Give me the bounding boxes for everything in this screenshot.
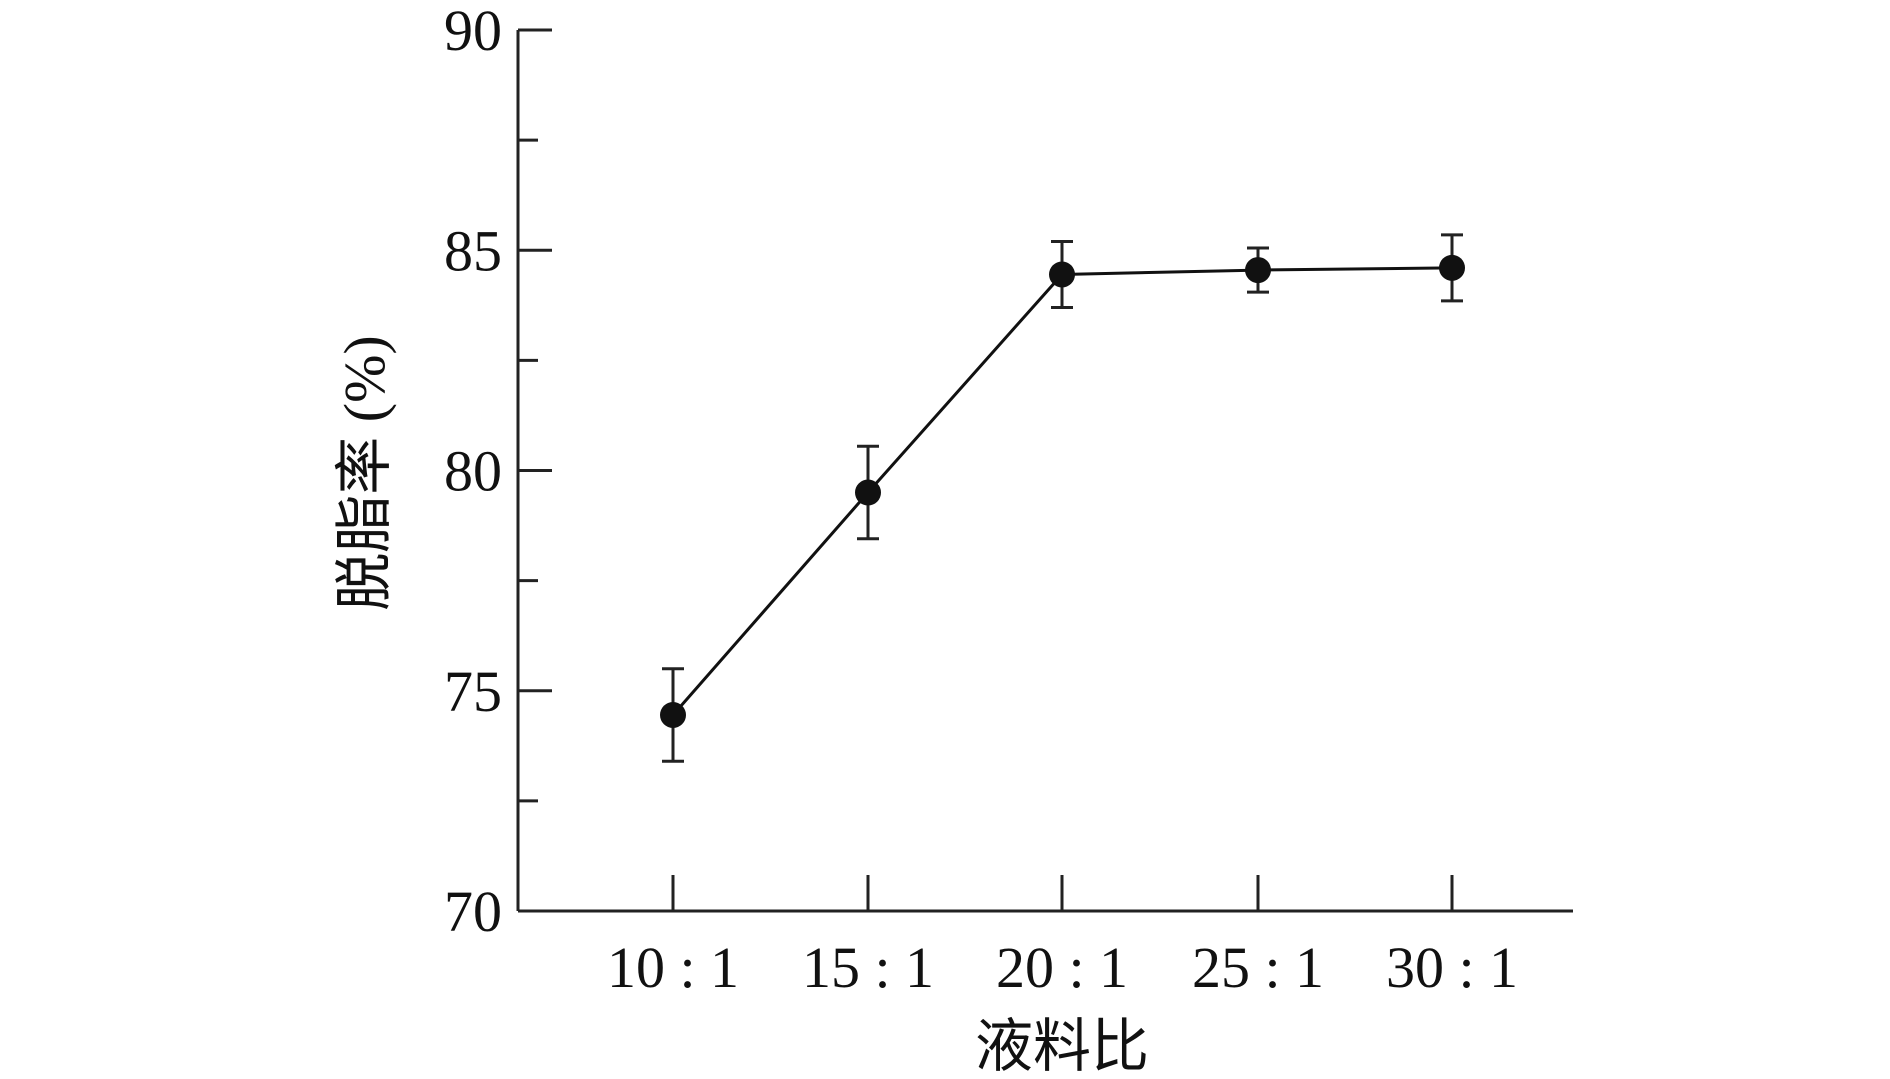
data-point (1439, 254, 1465, 281)
y-tick-label: 70 (444, 879, 502, 944)
axes: 70 75 80 85 90 10 : 1 15 : 1 20 : 1 25 : 1 30 : 1 (444, 0, 1573, 1000)
series-line (671, 266, 1453, 716)
data-point (660, 701, 686, 728)
y-axis-label: 脱脂率 (%) (332, 335, 397, 610)
y-tick-label: 75 (444, 659, 502, 724)
y-tick-label: 85 (444, 218, 502, 283)
x-tick-label: 15 : 1 (802, 935, 934, 1000)
data-marks (660, 233, 1465, 763)
x-tick-label: 20 : 1 (996, 935, 1128, 1000)
x-axis-label: 液料比 (975, 1014, 1149, 1079)
data-point (1245, 257, 1271, 284)
data-point (1049, 261, 1075, 288)
x-tick-label: 25 : 1 (1192, 935, 1324, 1000)
y-tick-label: 90 (444, 0, 502, 63)
x-tick-label: 30 : 1 (1386, 935, 1518, 1000)
x-tick-label: 10 : 1 (607, 935, 739, 1000)
y-tick-label: 80 (444, 439, 502, 504)
data-point (855, 479, 881, 506)
